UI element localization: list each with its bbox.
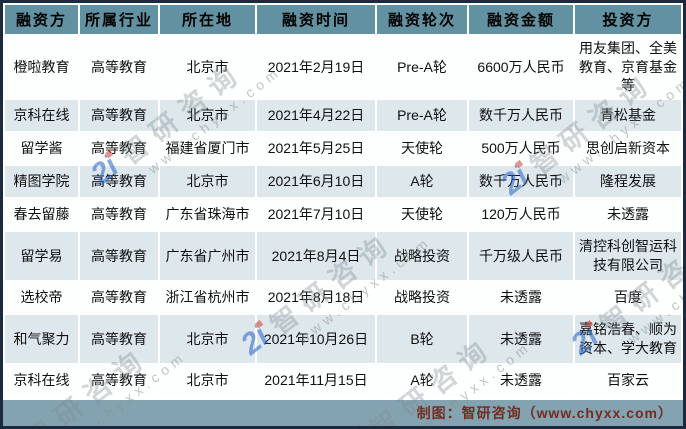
table-cell: 2021年8月18日 [255,280,377,315]
table-row: 京科在线 高等教育 北京市 2021年4月22日 Pre-A轮 数千万人民币 青松基金 [3,98,683,133]
table-cell: 2021年7月10日 [255,197,377,232]
header-row: 融资方 所属行业 所在地 融资时间 融资轮次 融资金额 投资方 [3,3,683,36]
table-cell: 战略投资 [375,280,469,315]
column-header-location: 所在地 [158,3,257,36]
table-cell: 和气聚力 [3,313,80,365]
table-cell: 高等教育 [78,313,160,365]
table-row: 精图学院 高等教育 北京市 2021年6月10日 A轮 数千万人民币 隆程发展 [3,164,683,199]
table-cell: 百度 [573,280,683,315]
table-cell: 百家云 [573,363,683,398]
table-cell: 高等教育 [78,197,160,232]
table-cell: 500万人民币 [467,131,575,166]
table-cell: Pre-A轮 [375,98,469,133]
table-cell: 高等教育 [78,280,160,315]
column-header-financier: 融资方 [3,3,80,36]
table-cell: 高等教育 [78,363,160,398]
table-cell: 未透露 [467,363,575,398]
table-cell: 战略投资 [375,230,469,282]
table-row: 留学酱 高等教育 福建省厦门市 2021年5月25日 天使轮 500万人民币 思创启新资本 [3,131,683,166]
table-row: 春去留藤 高等教育 广东省珠海市 2021年7月10日 天使轮 120万人民币 未透露 [3,197,683,232]
financing-table: 融资方 所属行业 所在地 融资时间 融资轮次 融资金额 投资方 橙啦教育 高等教育… [3,3,683,398]
table-cell: 思创启新资本 [573,131,683,166]
table-cell: 选校帝 [3,280,80,315]
table-cell: 天使轮 [375,131,469,166]
table-cell: 千万级人民币 [467,230,575,282]
table-cell: 2021年4月22日 [255,98,377,133]
table-cell: 6600万人民币 [467,34,575,100]
table-cell: 2021年10月26日 [255,313,377,365]
table-cell: 未透露 [467,313,575,365]
table-header: 融资方 所属行业 所在地 融资时间 融资轮次 融资金额 投资方 [3,3,683,36]
table-row: 选校帝 高等教育 浙江省杭州市 2021年8月18日 战略投资 未透露 百度 [3,280,683,315]
table-row: 和气聚力 高等教育 北京市 2021年10月26日 B轮 未透露 嘉铭浩春、顺为资本、学大教… [3,313,683,365]
table-row: 京科在线 高等教育 北京市 2021年11月15日 A轮 未透露 百家云 [3,363,683,398]
table-cell: 福建省厦门市 [158,131,257,166]
table-cell: 清控科创智运科技有限公司 [573,230,683,282]
table-cell: 广东省广州市 [158,230,257,282]
table-cell: 浙江省杭州市 [158,280,257,315]
table-cell: 橙啦教育 [3,34,80,100]
table-cell: 高等教育 [78,164,160,199]
table-cell: 青松基金 [573,98,683,133]
table-cell: 北京市 [158,164,257,199]
table-cell: 2021年6月10日 [255,164,377,199]
table-cell: 2021年2月19日 [255,34,377,100]
column-header-amount: 融资金额 [467,3,575,36]
table-cell: 广东省珠海市 [158,197,257,232]
table-cell: 京科在线 [3,98,80,133]
column-header-round: 融资轮次 [375,3,469,36]
table-cell: 数千万人民币 [467,164,575,199]
table-cell: A轮 [375,363,469,398]
table-cell: 嘉铭浩春、顺为资本、学大教育 [573,313,683,365]
table-cell: 精图学院 [3,164,80,199]
table-cell: 数千万人民币 [467,98,575,133]
credit-bar: 制图：智研咨询（www.chyxx.com） [3,398,683,426]
column-header-investor: 投资方 [573,3,683,36]
table-cell: 未透露 [573,197,683,232]
table-cell: 留学酱 [3,131,80,166]
table-cell: 北京市 [158,363,257,398]
table-cell: 用友集团、全美教育、京育基金等 [573,34,683,100]
table-cell: 高等教育 [78,131,160,166]
table-cell: 北京市 [158,98,257,133]
table-row: 留学易 高等教育 广东省广州市 2021年8月4日 战略投资 千万级人民币 清控科创智运科技… [3,230,683,282]
table-cell: 春去留藤 [3,197,80,232]
table-cell: 2021年11月15日 [255,363,377,398]
table-cell: 高等教育 [78,230,160,282]
table-cell: 2021年5月25日 [255,131,377,166]
column-header-date: 融资时间 [255,3,377,36]
table-cell: Pre-A轮 [375,34,469,100]
table-row: 橙啦教育 高等教育 北京市 2021年2月19日 Pre-A轮 6600万人民币 用友集团、… [3,34,683,100]
table-cell: A轮 [375,164,469,199]
table-cell: 天使轮 [375,197,469,232]
table-cell: B轮 [375,313,469,365]
table-cell: 未透露 [467,280,575,315]
table-cell: 北京市 [158,34,257,100]
table-cell: 北京市 [158,313,257,365]
table-cell: 隆程发展 [573,164,683,199]
table-cell: 120万人民币 [467,197,575,232]
table-body: 橙啦教育 高等教育 北京市 2021年2月19日 Pre-A轮 6600万人民币 用友集团、… [3,34,683,398]
table-cell: 2021年8月4日 [255,230,377,282]
table-cell: 留学易 [3,230,80,282]
table-cell: 高等教育 [78,98,160,133]
table-cell: 京科在线 [3,363,80,398]
table-cell: 高等教育 [78,34,160,100]
column-header-industry: 所属行业 [78,3,160,36]
credit-text: 制图：智研咨询（www.chyxx.com） [416,405,673,421]
